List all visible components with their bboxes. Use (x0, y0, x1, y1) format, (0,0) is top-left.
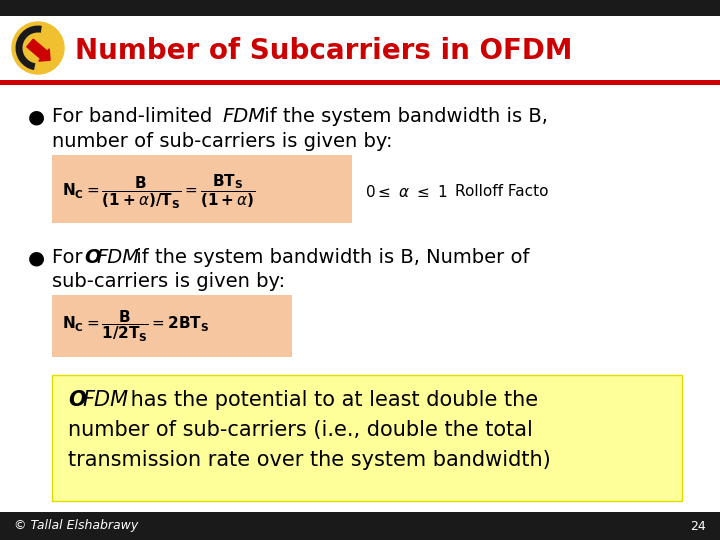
Text: For: For (52, 248, 89, 267)
Bar (52, 295, 292, 357)
Text: number of sub-carriers (i.e., double the total: number of sub-carriers (i.e., double the… (68, 420, 533, 440)
Bar (52, 375, 682, 501)
Text: number of sub-carriers is given by:: number of sub-carriers is given by: (52, 132, 392, 151)
Bar (0, 16, 720, 80)
Text: sub-carriers is given by:: sub-carriers is given by: (52, 272, 285, 291)
Text: O: O (68, 390, 86, 410)
Text: $0 \leq\ \alpha\ \leq\ 1$: $0 \leq\ \alpha\ \leq\ 1$ (365, 184, 447, 200)
Text: if the system bandwidth is B, Number of: if the system bandwidth is B, Number of (130, 248, 529, 267)
Text: © Tallal Elshabrawy: © Tallal Elshabrawy (14, 519, 138, 532)
Text: FDM: FDM (222, 107, 265, 126)
Text: FDM: FDM (96, 248, 139, 267)
Text: ●: ● (28, 248, 45, 267)
Text: if the system bandwidth is B,: if the system bandwidth is B, (258, 107, 548, 126)
Text: ●: ● (28, 107, 45, 126)
Text: O: O (84, 248, 101, 267)
Text: $\mathbf{N_C} = \dfrac{\mathbf{B}}{\mathbf{1/2T_S}} = \mathbf{2BT_S}$: $\mathbf{N_C} = \dfrac{\mathbf{B}}{\math… (62, 308, 210, 344)
Text: transmission rate over the system bandwidth): transmission rate over the system bandwi… (68, 450, 551, 470)
Text: has the potential to at least double the: has the potential to at least double the (124, 390, 538, 410)
Circle shape (12, 22, 64, 74)
Text: 24: 24 (690, 519, 706, 532)
Text: Rolloff Facto: Rolloff Facto (455, 185, 549, 199)
Bar (0, 0, 720, 16)
Text: Number of Subcarriers in OFDM: Number of Subcarriers in OFDM (75, 37, 572, 65)
Bar (52, 155, 352, 223)
Bar (0, 512, 720, 540)
FancyArrow shape (27, 39, 50, 61)
Text: FDM: FDM (82, 390, 128, 410)
Text: $\mathbf{N_C} = \dfrac{\mathbf{B}}{\mathbf{(1+}\alpha\mathbf{)/T_S}} = \dfrac{\m: $\mathbf{N_C} = \dfrac{\mathbf{B}}{\math… (62, 173, 256, 211)
Bar (0, 80, 720, 85)
Text: For band-limited: For band-limited (52, 107, 218, 126)
